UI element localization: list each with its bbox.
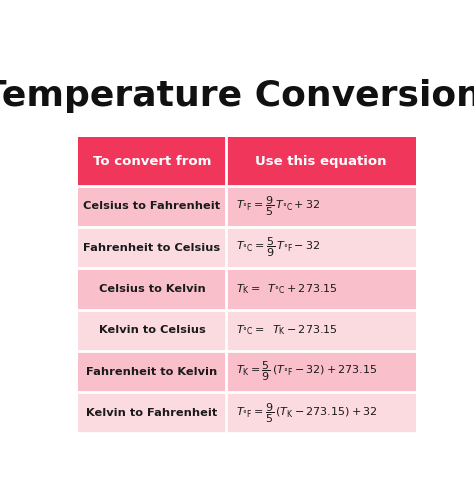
Text: $T_{\mathregular{\degree F}} = \dfrac{9}{5}\,( T_{\mathregular{K}} - 273.15) + 3: $T_{\mathregular{\degree F}} = \dfrac{9}… [236, 401, 377, 424]
FancyBboxPatch shape [78, 392, 226, 434]
Text: Use this equation: Use this equation [255, 155, 387, 168]
FancyBboxPatch shape [226, 137, 416, 186]
FancyBboxPatch shape [226, 268, 416, 310]
Text: $T_{\mathregular{\degree C}} =\;\; T_{\mathregular{K}} - 273.15$: $T_{\mathregular{\degree C}} =\;\; T_{\m… [236, 324, 337, 337]
FancyBboxPatch shape [78, 137, 226, 186]
Text: Fahrenheit to Celsius: Fahrenheit to Celsius [83, 242, 220, 252]
Text: Kelvin to Celsius: Kelvin to Celsius [99, 325, 205, 335]
Text: $T_{\mathregular{\degree F}} = \dfrac{9}{5}\,T_{\mathregular{\degree C}} + 32$: $T_{\mathregular{\degree F}} = \dfrac{9}… [236, 194, 320, 218]
FancyBboxPatch shape [78, 351, 226, 392]
FancyBboxPatch shape [78, 268, 226, 310]
Text: $T_{\mathregular{K}} = \dfrac{5}{9}\,( T_{\mathregular{\degree F}} - 32) +273.15: $T_{\mathregular{K}} = \dfrac{5}{9}\,( T… [236, 360, 377, 383]
FancyBboxPatch shape [226, 351, 416, 392]
Text: $T_{\mathregular{K}} =\;\; T_{\mathregular{\degree C}} + 273.15$: $T_{\mathregular{K}} =\;\; T_{\mathregul… [236, 282, 337, 296]
Text: Celsius to Fahrenheit: Celsius to Fahrenheit [83, 202, 220, 211]
Text: Celsius to Kelvin: Celsius to Kelvin [99, 284, 205, 294]
FancyBboxPatch shape [226, 186, 416, 227]
FancyBboxPatch shape [226, 392, 416, 434]
Text: Temperature Conversions: Temperature Conversions [0, 79, 474, 114]
FancyBboxPatch shape [226, 227, 416, 268]
FancyBboxPatch shape [78, 186, 226, 227]
Text: $T_{\mathregular{\degree C}} = \dfrac{5}{9}\,T_{\mathregular{\degree F}} - 32$: $T_{\mathregular{\degree C}} = \dfrac{5}… [236, 236, 320, 260]
Text: Kelvin to Fahrenheit: Kelvin to Fahrenheit [86, 408, 218, 418]
FancyBboxPatch shape [78, 227, 226, 268]
FancyBboxPatch shape [78, 310, 226, 351]
Text: Fahrenheit to Kelvin: Fahrenheit to Kelvin [86, 366, 218, 376]
Text: To convert from: To convert from [93, 155, 211, 168]
FancyBboxPatch shape [226, 310, 416, 351]
